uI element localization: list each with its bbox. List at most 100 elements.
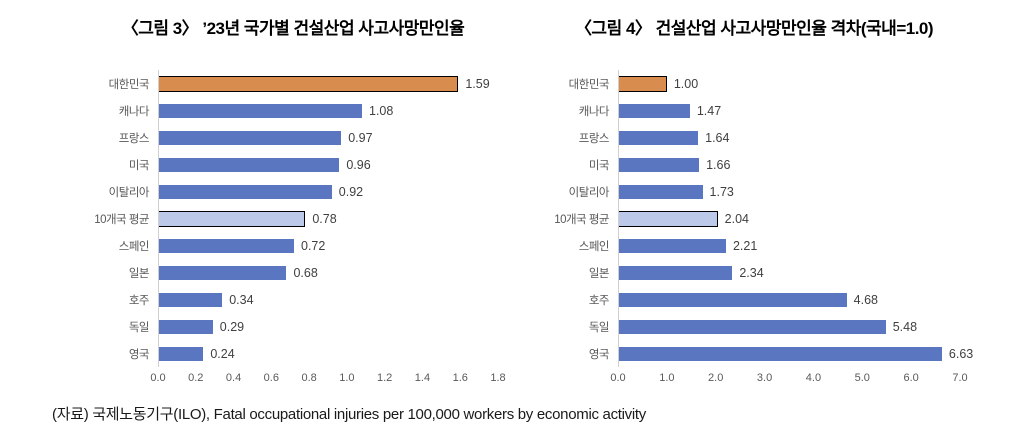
chart-row: 영국 6.63 xyxy=(548,340,973,367)
chart-row: 캐나다 1.08 xyxy=(88,97,498,124)
category-label: 독일 xyxy=(128,321,150,334)
chart-row: 호주 0.34 xyxy=(88,286,498,313)
bar-normal xyxy=(618,103,690,118)
chart-row: 대한민국 1.00 xyxy=(548,70,960,97)
category-label: 스페인 xyxy=(118,240,150,253)
category-label: 10개국 평균 xyxy=(554,213,609,226)
chart-row: 일본 0.68 xyxy=(88,259,498,286)
chart-row: 이탈리아 1.73 xyxy=(548,178,960,205)
chart-figure4: 〈그림 4〉 건설산업 사고사망만인율 격차(국내=1.0) 대한민국 1.00 캐… xyxy=(548,16,973,390)
bar-track: 1.00 xyxy=(618,70,960,97)
bar-normal xyxy=(618,157,700,172)
bar-track: 2.04 xyxy=(618,205,960,232)
x-axis-tick-label: 5.0 xyxy=(854,372,870,384)
category-label: 영국 xyxy=(128,348,150,361)
bar-normal xyxy=(158,292,223,307)
bar-value-label: 5.48 xyxy=(892,319,918,334)
y-axis-line xyxy=(158,70,159,367)
source-note: (자료) 국제노동기구(ILO), Fatal occupational inj… xyxy=(52,406,646,423)
chart-figure3-x-axis: 0.0 0.2 0.4 0.6 0.8 1.0 1.2 1.4 1.6 1.8 xyxy=(150,372,505,390)
bar-normal xyxy=(158,319,213,334)
bar-normal xyxy=(618,238,726,253)
bar-value-label: 1.08 xyxy=(369,103,394,118)
chart-row: 스페인 0.72 xyxy=(88,232,498,259)
category-label: 일본 xyxy=(588,267,610,280)
chart-figure4-plot: 대한민국 1.00 캐나다 1.47 프랑스 1.64 미국 1.66 이탈리아 1.73 10개국… xyxy=(548,70,973,367)
bar-track: 6.63 xyxy=(618,340,973,367)
chart-row: 일본 2.34 xyxy=(548,259,960,286)
x-axis-tick-label: 1.4 xyxy=(414,372,431,384)
bar-normal xyxy=(158,346,204,361)
chart-row: 스페인 2.21 xyxy=(548,232,960,259)
bar-value-label: 6.63 xyxy=(948,346,974,361)
chart-figure4-x-axis: 0.0 1.0 2.0 3.0 4.0 5.0 6.0 7.0 xyxy=(610,372,967,390)
bar-track: 1.64 xyxy=(618,124,960,151)
bar-normal xyxy=(618,319,886,334)
bar-value-label: 0.34 xyxy=(229,292,254,307)
bar-normal xyxy=(158,157,340,172)
bar-value-label: 0.78 xyxy=(312,211,337,226)
bar-track: 0.29 xyxy=(158,313,498,340)
bar-track: 1.08 xyxy=(158,97,498,124)
bar-track: 1.73 xyxy=(618,178,960,205)
x-axis-tick-label: 0.2 xyxy=(188,372,204,384)
bar-value-label: 0.68 xyxy=(293,265,318,280)
chart-row: 미국 1.66 xyxy=(548,151,960,178)
category-label: 호주 xyxy=(128,294,150,307)
bar-normal xyxy=(618,130,699,145)
bar-highlight xyxy=(158,75,459,92)
x-axis-tick-label: 3.0 xyxy=(756,372,773,384)
x-axis-tick-label: 0.6 xyxy=(263,372,279,384)
x-axis-tick-label: 4.0 xyxy=(805,372,822,384)
bar-normal xyxy=(158,238,294,253)
x-axis-tick-label: 0.4 xyxy=(225,372,242,384)
bar-track: 4.68 xyxy=(618,286,960,313)
category-label: 캐나다 xyxy=(118,105,150,118)
category-label: 스페인 xyxy=(578,240,610,253)
chart-row: 프랑스 1.64 xyxy=(548,124,960,151)
x-axis-tick-label: 2.0 xyxy=(708,372,724,384)
chart-figure3-plot: 대한민국 1.59 캐나다 1.08 프랑스 0.97 미국 0.96 이탈리아 0.92 10개국… xyxy=(88,70,498,367)
bar-track: 0.34 xyxy=(158,286,498,313)
chart-row: 영국 0.24 xyxy=(88,340,498,367)
bar-value-label: 1.59 xyxy=(465,76,490,91)
chart-row: 프랑스 0.97 xyxy=(88,124,498,151)
chart-row: 캐나다 1.47 xyxy=(548,97,960,124)
bar-normal xyxy=(158,265,287,280)
chart-row: 이탈리아 0.92 xyxy=(88,178,498,205)
bar-value-label: 1.64 xyxy=(705,130,730,145)
category-label: 미국 xyxy=(128,159,150,172)
bar-track: 0.97 xyxy=(158,124,498,151)
y-axis-line xyxy=(618,70,619,367)
bar-track: 0.72 xyxy=(158,232,498,259)
chart-row: 미국 0.96 xyxy=(88,151,498,178)
category-label: 프랑스 xyxy=(578,132,610,145)
category-label: 호주 xyxy=(588,294,610,307)
x-axis-tick-label: 6.0 xyxy=(903,372,919,384)
bar-highlight xyxy=(618,75,667,92)
category-label: 일본 xyxy=(128,267,150,280)
chart-figure3: 〈그림 3〉 ’23년 국가별 건설산업 사고사망만인율 대한민국 1.59 캐나다… xyxy=(88,16,505,390)
bar-normal xyxy=(618,292,847,307)
bar-value-label: 4.68 xyxy=(853,292,878,307)
x-axis-tick-label: 7.0 xyxy=(952,372,968,384)
x-axis-tick-label: 1.2 xyxy=(377,372,393,384)
x-axis-tick-label: 0.0 xyxy=(150,372,166,384)
bar-average xyxy=(158,210,306,227)
bar-track: 5.48 xyxy=(618,313,960,340)
category-label: 미국 xyxy=(588,159,610,172)
bar-track: 0.96 xyxy=(158,151,498,178)
bar-track: 0.24 xyxy=(158,340,498,367)
chart-row: 독일 0.29 xyxy=(88,313,498,340)
bar-normal xyxy=(158,184,332,199)
bar-value-label: 0.29 xyxy=(219,319,245,334)
category-label: 이탈리아 xyxy=(568,186,610,199)
chart-figure3-title: 〈그림 3〉 ’23년 국가별 건설산업 사고사망만인율 xyxy=(121,19,465,38)
chart-figure4-title: 〈그림 4〉 건설산업 사고사망만인율 격차(국내=1.0) xyxy=(574,19,934,38)
x-axis-tick-label: 1.6 xyxy=(452,372,468,384)
category-label: 대한민국 xyxy=(568,78,610,91)
category-label: 10개국 평균 xyxy=(94,213,149,226)
category-label: 영국 xyxy=(588,348,610,361)
category-label: 대한민국 xyxy=(108,78,150,91)
